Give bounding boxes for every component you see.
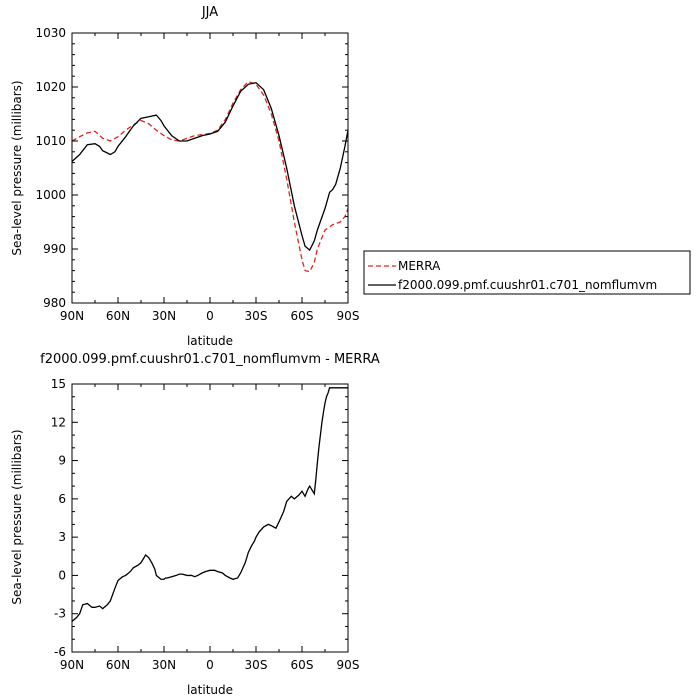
bottom-y-tick-label: 12 [51,415,66,429]
top-x-tick-label: 90S [337,309,360,323]
top-series-line-1 [71,81,349,252]
top-x-tick-label: 0 [206,309,214,323]
bottom-x-tick-label: 30N [152,658,176,672]
top-y-tick-label: 1020 [35,80,66,94]
top-y-tick-label: 1000 [35,188,66,202]
bottom-x-axis-label: latitude [187,683,233,697]
top-series-line-0 [71,80,349,273]
top-x-tick-label: 30N [152,309,176,323]
top-x-tick-label: 60N [106,309,130,323]
bottom-title: f2000.099.pmf.cuushr01.c701_nomflumvm - … [40,352,380,367]
legend: MERRA f2000.099.pmf.cuushr01.c701_nomflu… [363,250,691,295]
top-x-tick-label: 30S [245,309,268,323]
top-y-tick-label: 990 [43,242,66,256]
bottom-axis-ticks: 90N 60N 30N 0 30S 60S 90S -6 -3 0 3 6 9 12 15 [51,377,360,672]
top-x-tick-label: 90N [60,309,84,323]
bottom-x-tick-label: 60S [291,658,314,672]
bottom-y-tick-label: 3 [58,530,66,544]
top-x-tick-label: 60S [291,309,314,323]
bottom-x-tick-label: 30S [245,658,268,672]
bottom-plot-frame [71,383,349,653]
bottom-y-tick-label: 0 [58,568,66,582]
bottom-panel: f2000.099.pmf.cuushr01.c701_nomflumvm - … [10,352,380,697]
top-plot-frame [71,32,349,304]
bottom-y-axis-label: Sea-level pressure (millibars) [10,429,24,604]
bottom-y-tick-label: -6 [54,645,66,659]
top-y-axis-label: Sea-level pressure (millibars) [10,80,24,255]
top-title: JJA [201,5,218,20]
top-y-tick-label: 980 [43,296,66,310]
bottom-series-line-0 [71,387,348,622]
bottom-y-tick-label: 6 [58,492,66,506]
legend-label-merra: MERRA [398,259,441,273]
top-axis-ticks: 90N 60N 30N 0 30S 60S 90S 980 990 1000 1010 1020 103… [35,26,359,323]
top-series-group [71,80,349,273]
bottom-y-tick-label: 9 [58,454,66,468]
bottom-x-tick-label: 0 [206,658,214,672]
bottom-x-tick-label: 90S [337,658,360,672]
bottom-x-tick-label: 60N [106,658,130,672]
bottom-series-group [71,387,348,622]
top-x-axis-label: latitude [187,334,233,348]
legend-label-model: f2000.099.pmf.cuushr01.c701_nomflumvm [398,278,657,292]
bottom-y-tick-label: 15 [51,377,66,391]
bottom-y-tick-label: -3 [54,607,66,621]
top-panel: JJA Sea-level pressure (millibars) latit… [10,5,359,348]
top-y-tick-label: 1010 [35,134,66,148]
top-y-tick-label: 1030 [35,26,66,40]
legend-box [363,250,691,295]
bottom-x-tick-label: 90N [60,658,84,672]
